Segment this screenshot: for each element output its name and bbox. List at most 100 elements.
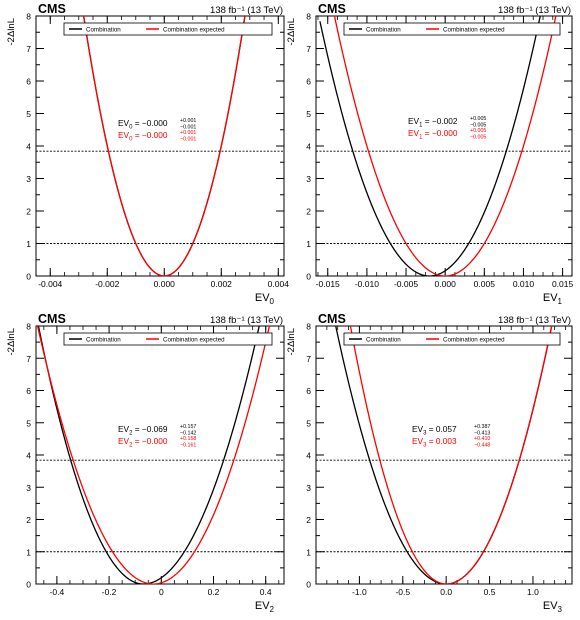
legend: Combination Combination expected: [63, 332, 273, 346]
best-fit-annotation: EV1 = −0.000: [408, 128, 458, 141]
best-fit-annotation: EV0 = −0.000: [118, 130, 168, 143]
uncertainty-down: −0.413: [474, 431, 490, 437]
y-tick-label: 4: [26, 142, 31, 152]
panel-1: 0 1 2 3 4 5 6 7 8 -0.015 -0.010 -0.005 0.000 0.005 0.0…: [286, 2, 574, 306]
cms-label: CMS: [318, 2, 346, 16]
x-tick-label: 0.2: [208, 587, 220, 597]
uncertainty-up: +0.158: [180, 436, 196, 442]
y-tick-label: 5: [306, 109, 311, 119]
y-tick-label: 6: [26, 77, 31, 87]
y-tick-label: 5: [26, 109, 31, 119]
uncertainty-up: +0.001: [180, 130, 196, 136]
y-tick-label: 4: [306, 142, 311, 152]
legend-box: [343, 22, 561, 36]
y-tick-label: 3: [26, 174, 31, 184]
y-tick-label: 0: [26, 580, 31, 590]
series-line-1: [333, 16, 557, 276]
uncertainty-down: −0.001: [180, 125, 196, 131]
plot-frame: [35, 15, 285, 277]
y-tick-label: 6: [26, 386, 31, 396]
y-tick-label: 5: [306, 418, 311, 428]
cms-label: CMS: [38, 2, 66, 16]
best-fit-annotation: EV2 = −0.069: [118, 424, 168, 437]
y-axis-label: -2ΔlnL: [286, 18, 297, 45]
uncertainty-up: +0.001: [180, 118, 196, 124]
series-line-1: [36, 326, 271, 584]
x-tick-label: 0.002: [211, 279, 233, 289]
y-axis-label: -2ΔlnL: [6, 18, 17, 45]
uncertainty-down: −0.001: [180, 137, 196, 143]
uncertainty-down: −0.005: [470, 123, 486, 129]
x-axis-label: EV2: [255, 600, 275, 614]
y-tick-label: 5: [26, 418, 31, 428]
x-tick-label: -0.010: [355, 279, 379, 289]
legend-entry: Combination: [86, 27, 121, 34]
y-tick-label: 1: [306, 239, 311, 249]
x-tick-label: 1.0: [527, 587, 539, 597]
uncertainty-up: +0.005: [470, 116, 486, 122]
legend: Combination Combination expected: [343, 22, 561, 36]
y-tick-label: 7: [26, 354, 31, 364]
uncertainty-down: −0.005: [470, 135, 486, 141]
y-tick-label: 1: [26, 547, 31, 557]
legend: Combination Combination expected: [63, 22, 273, 36]
series-line-0: [37, 326, 260, 584]
y-tick-label: 8: [26, 322, 31, 332]
legend-entry: Combination expected: [163, 27, 225, 34]
y-tick-label: 0: [306, 580, 311, 590]
y-axis-label: -2ΔlnL: [6, 328, 17, 355]
uncertainty-down: −0.161: [180, 443, 196, 449]
y-tick-label: 3: [306, 174, 311, 184]
y-tick-label: 2: [306, 515, 311, 525]
cms-label: CMS: [318, 312, 346, 326]
x-tick-label: 0.5: [484, 587, 496, 597]
legend-entry: Combination expected: [163, 337, 225, 344]
best-fit-annotation: EV3 = 0.057: [412, 424, 457, 437]
plot-frame: [315, 15, 573, 277]
best-fit-annotation: EV1 = −0.002: [408, 116, 458, 129]
x-tick-label: -0.005: [394, 279, 418, 289]
uncertainty-down: −0.142: [180, 431, 196, 437]
series-line-0: [319, 16, 541, 276]
x-tick-label: -0.004: [38, 279, 62, 289]
y-tick-label: 8: [26, 12, 31, 22]
legend-entry: Combination expected: [443, 27, 505, 34]
y-tick-label: 7: [26, 44, 31, 54]
x-tick-label: -0.4: [50, 587, 65, 597]
x-tick-label: -0.015: [316, 279, 340, 289]
x-tick-label: 0.0: [440, 587, 452, 597]
x-tick-label: -1.0: [352, 587, 367, 597]
y-tick-label: 3: [26, 483, 31, 493]
x-tick-label: 0.000: [435, 279, 457, 289]
legend-box: [63, 332, 273, 346]
x-tick-label: 0.004: [268, 279, 290, 289]
x-tick-label: 0.015: [552, 279, 574, 289]
series-line-1: [349, 326, 553, 584]
y-tick-label: 1: [306, 547, 311, 557]
panel-0: 0 1 2 3 4 5 6 7 8 -0.004 -0.002 0.000 0.002 0.004 Comb…: [6, 2, 290, 306]
x-tick-label: 0.4: [260, 587, 272, 597]
y-tick-label: 7: [306, 354, 311, 364]
y-tick-label: 0: [306, 272, 311, 282]
best-fit-annotation: EV3 = 0.003: [412, 436, 457, 449]
luminosity-label: 138 fb⁻¹ (13 TeV): [498, 5, 571, 16]
y-tick-label: 2: [26, 207, 31, 217]
x-tick-label: 0.005: [474, 279, 496, 289]
cms-label: CMS: [38, 312, 66, 326]
x-axis-label: EV0: [255, 292, 275, 306]
y-axis-label: -2ΔlnL: [286, 328, 297, 355]
legend-box: [343, 332, 561, 346]
y-tick-label: 8: [306, 12, 311, 22]
y-tick-label: 8: [306, 322, 311, 332]
y-tick-label: 7: [306, 44, 311, 54]
x-tick-label: 0.010: [513, 279, 535, 289]
legend-entry: Combination expected: [443, 337, 505, 344]
x-tick-label: -0.5: [395, 587, 410, 597]
legend-entry: Combination: [86, 337, 121, 344]
legend-entry: Combination: [366, 337, 401, 344]
x-tick-label: 0: [159, 587, 164, 597]
y-tick-label: 0: [26, 272, 31, 282]
y-tick-label: 6: [306, 77, 311, 87]
